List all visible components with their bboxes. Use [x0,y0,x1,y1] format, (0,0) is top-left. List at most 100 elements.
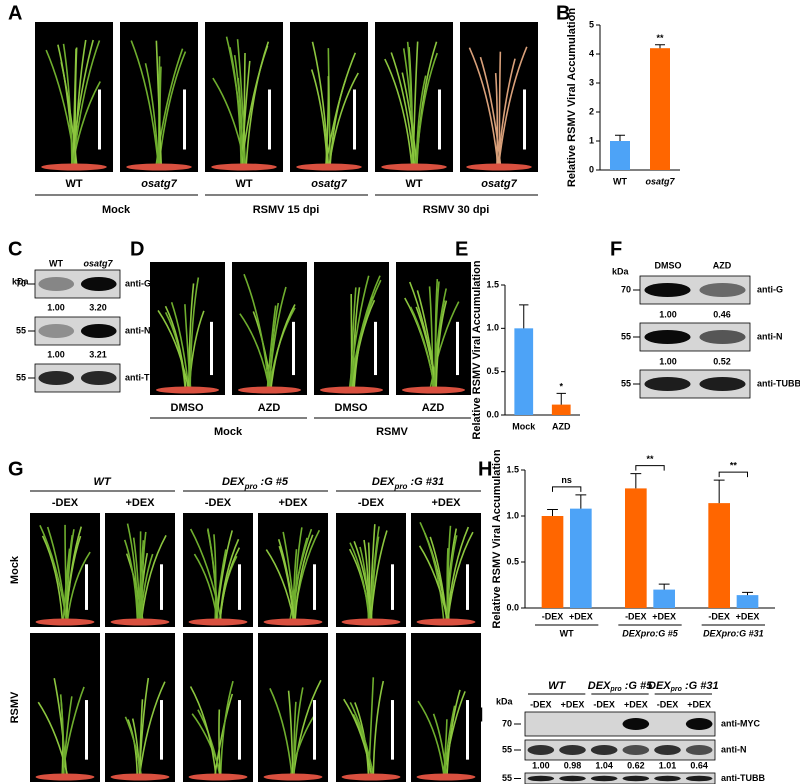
panel-letter: D [130,238,144,260]
scale-bar [98,89,101,150]
line-label: DEXpro :G #5 [588,680,653,693]
plant-leaf [446,526,470,620]
antibody-label: anti-TUBB [757,378,800,388]
label-part: :G #5 [257,476,288,488]
blot-band [622,718,650,730]
antibody-label: anti-MYC [721,718,760,728]
scale-bar [292,321,295,376]
significance: ** [646,454,654,464]
scale-bar [313,700,316,760]
antibody-label: anti-N [757,331,783,341]
pot [263,618,323,626]
significance: ** [656,33,664,43]
blot-band [685,775,713,782]
genotype-label: WT [405,178,422,190]
plant-leaf [59,694,65,775]
plant-leaf [349,275,381,388]
label-subscript: pro [244,482,258,491]
error-bar [655,44,665,49]
line-label: DEXpro :G #31 [372,476,444,491]
treatment-label: -DEX [358,497,385,509]
error-bar [630,473,642,489]
size-marker: 55 [16,372,26,382]
plant-leaf [351,299,376,388]
pot [41,163,107,171]
quantity: 0.98 [564,760,582,770]
pot [188,773,248,781]
blot [524,772,716,784]
pot [126,163,192,171]
pot [188,618,248,626]
line-label: DEXpro :G #5 [222,476,289,491]
blot-band [38,277,75,291]
size-marker: 55 [16,325,26,335]
y-tick-label: 0.5 [506,556,519,566]
plant-leaf [446,535,458,620]
unit: kDa [612,266,630,276]
y-tick-label: 3 [589,77,594,87]
y-axis-label: Relative RSMV Viral Accumulation [566,8,578,187]
plant-leaf [479,56,502,165]
size-marker: 70 [621,284,631,294]
lane-label: AZD [713,260,732,270]
plant-leaf [144,63,159,165]
genotype-label: WT [65,178,82,190]
error-bar [742,591,753,596]
label-subscript: pro [394,482,408,491]
plant-leaf [435,300,448,388]
antibody-label: anti-G [757,284,783,294]
blot-band [38,371,75,385]
treatment-label: AZD [422,402,445,414]
scale-bar [85,700,88,760]
blot-band [644,377,691,391]
plant-leaf [157,310,189,388]
blot-band [699,283,746,297]
scale-bar [85,564,88,610]
size-marker: 55 [502,744,512,754]
bar [514,328,534,415]
y-tick-label: 1 [589,135,594,145]
blot-band [590,745,618,755]
plant-leaf [65,526,83,620]
pot [238,386,301,394]
blot-band [622,775,650,782]
plant-leaf [329,78,347,165]
significance-bracket [552,486,582,492]
bar [708,503,730,608]
plant-leaf [130,40,159,165]
blot-band [559,745,586,755]
label-subscript: pro [670,686,683,693]
plant-leaf [155,40,162,165]
quantity: 0.64 [690,760,708,770]
pot [296,163,362,171]
scale-bar [466,564,469,610]
plant-leaf [292,679,322,775]
significance: * [559,382,563,392]
scale-bar [313,564,316,610]
pot [110,773,170,781]
scale-bar [160,700,163,760]
plant-leaf [429,536,448,620]
plant-leaf [401,72,418,165]
group-label: Mock [214,426,243,438]
blot-band [38,324,75,338]
significance-bracket [635,465,665,471]
group-label: RSMV [376,426,408,438]
plant-leaf [409,306,436,388]
plant-leaf [447,531,474,620]
pot [466,163,532,171]
y-tick-label: 5 [589,19,594,29]
label-part: DEX [222,476,245,488]
blot-band [644,283,691,297]
genotype-label: osatg7 [311,178,347,190]
plant-leaf [212,77,246,165]
plant-leaf [218,709,221,775]
scale-bar [456,321,459,376]
antibody-label: anti-N [125,325,151,335]
scale-bar [391,564,394,610]
plant-leaf [269,302,280,388]
quantity: 1.00 [47,349,65,359]
label-part: :G #5 [622,680,653,692]
bar [625,488,647,608]
genotype-label: osatg7 [141,178,177,190]
